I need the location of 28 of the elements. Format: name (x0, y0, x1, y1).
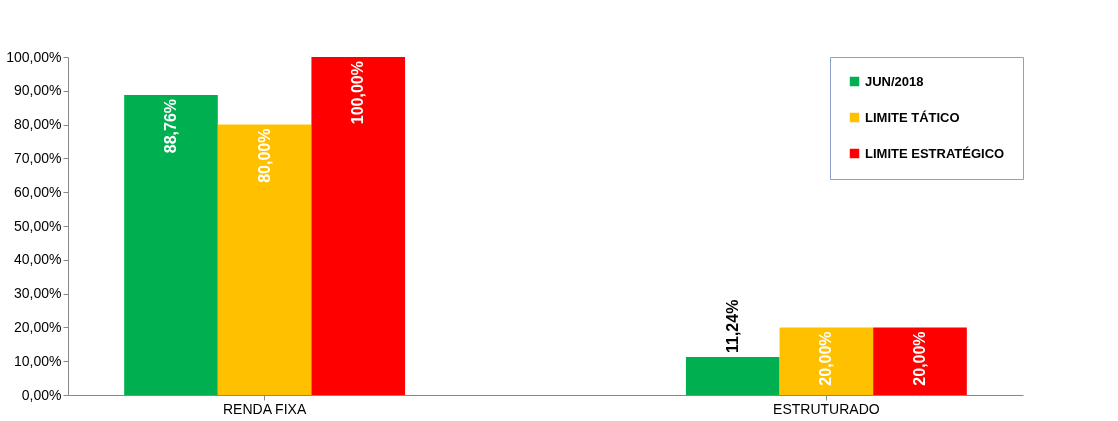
x-tick-label: RENDA FIXA (222, 400, 307, 417)
legend-label: LIMITE TÁTICO (865, 109, 960, 125)
bar (217, 124, 312, 395)
y-tick-label: 80,00% (14, 116, 62, 133)
y-tick-label: 100,00% (6, 48, 62, 65)
data-label: 20,00% (911, 331, 929, 386)
bar (311, 57, 406, 395)
x-tick-label: ESTRUTURADO (773, 400, 880, 417)
y-tick-label: 60,00% (14, 183, 62, 200)
y-tick-label: 70,00% (14, 149, 62, 166)
legend-label: LIMITE ESTRATÉGICO (865, 145, 1005, 161)
y-tick-label: 30,00% (14, 285, 62, 302)
bar (779, 327, 874, 395)
y-tick-label: 40,00% (14, 251, 62, 268)
y-tick-label: 0,00% (21, 386, 62, 403)
data-label: 11,24% (723, 299, 741, 354)
bar (873, 327, 967, 395)
data-label: 20,00% (817, 331, 835, 386)
data-label: 100,00% (349, 61, 367, 125)
y-tick-label: 20,00% (14, 318, 62, 335)
bar (124, 94, 218, 395)
data-label: 88,76% (161, 98, 179, 154)
bar (685, 357, 780, 395)
data-label: 80,00% (255, 128, 273, 183)
legend-label: JUN/2018 (865, 73, 924, 89)
y-tick-label: 50,00% (14, 217, 62, 234)
y-tick-label: 90,00% (14, 82, 62, 99)
y-tick-label: 10,00% (14, 352, 62, 369)
